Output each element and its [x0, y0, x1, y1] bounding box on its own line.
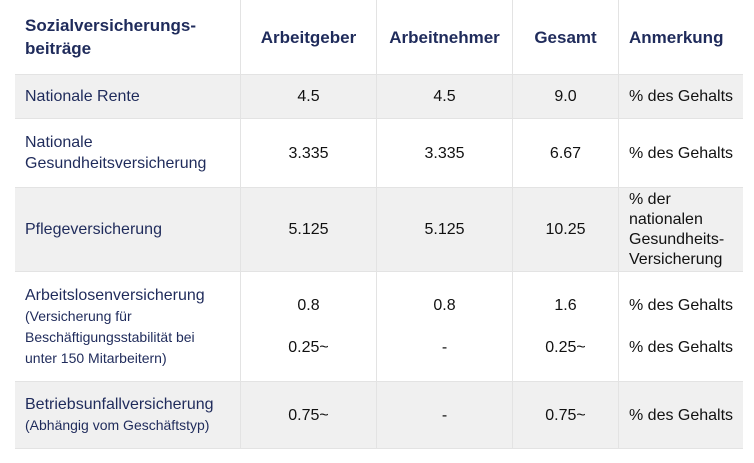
cell-accident-total: 0.75~ — [513, 382, 619, 449]
cell-care-note-line4: Versicherung — [629, 250, 723, 268]
header-total: Gesamt — [513, 0, 619, 75]
cell-pension-note: % des Gehalts — [619, 75, 743, 119]
cell-care-total: 10.25 — [513, 188, 619, 272]
header-insurance-type-line2: beiträge — [25, 39, 92, 58]
row-label-accident-sub: (Abhängig vom Geschäftstyp) — [25, 417, 210, 433]
header-employer: Arbeitgeber — [241, 0, 377, 75]
cell-care-note-line1: % der — [629, 190, 671, 208]
cell-accident-employer: 0.75~ — [241, 382, 377, 449]
cell-unemployment-total-1: 1.6 — [554, 297, 577, 314]
cell-unemployment-total: 1.6 0.25~ — [513, 272, 619, 382]
cell-health-note: % des Gehalts — [619, 119, 743, 188]
row-label-unemployment-sub1: (Versicherung für — [25, 307, 132, 324]
cell-care-note-line3: Gesundheits- — [629, 230, 725, 248]
row-label-health: Nationale Gesundheitsversicherung — [15, 119, 241, 188]
row-label-unemployment-title: Arbeitslosenversicherung — [25, 286, 205, 304]
cell-care-employer: 5.125 — [241, 188, 377, 272]
row-label-health-line2: Gesundheitsversicherung — [25, 155, 207, 172]
cell-unemployment-note-1: % des Gehalts — [629, 297, 734, 314]
cell-unemployment-employee-2: - — [441, 339, 448, 356]
header-employee: Arbeitnehmer — [377, 0, 513, 75]
cell-unemployment-employee-1: 0.8 — [433, 297, 456, 314]
row-label-pension: Nationale Rente — [15, 75, 241, 119]
social-insurance-table: Sozialversicherungs- beiträge Arbeitgebe… — [15, 0, 743, 449]
row-label-unemployment: Arbeitslosenversicherung (Versicherung f… — [15, 272, 241, 382]
cell-care-note: % der nationalen Gesundheits- Versicheru… — [619, 188, 743, 272]
cell-pension-employee: 4.5 — [377, 75, 513, 119]
cell-health-employer: 3.335 — [241, 119, 377, 188]
cell-unemployment-note-2: % des Gehalts — [629, 339, 734, 356]
row-label-unemployment-sub3: unter 150 Mitarbeitern) — [25, 349, 167, 366]
cell-care-note-line2: nationalen — [629, 210, 703, 228]
row-label-accident-title: Betriebsunfallversicherung — [25, 396, 214, 413]
cell-unemployment-employer: 0.8 0.25~ — [241, 272, 377, 382]
header-note: Anmerkung — [619, 0, 743, 75]
row-label-health-line1: Nationale — [25, 134, 93, 151]
cell-unemployment-employer-2: 0.25~ — [288, 339, 329, 356]
cell-health-employee: 3.335 — [377, 119, 513, 188]
row-label-unemployment-sub2: Beschäftigungsstabilität bei — [25, 328, 195, 345]
cell-accident-note: % des Gehalts — [619, 382, 743, 449]
cell-pension-total: 9.0 — [513, 75, 619, 119]
cell-pension-employer: 4.5 — [241, 75, 377, 119]
cell-unemployment-note: % des Gehalts % des Gehalts — [619, 272, 743, 382]
cell-accident-employee: - — [377, 382, 513, 449]
cell-unemployment-employer-1: 0.8 — [297, 297, 320, 314]
header-insurance-type: Sozialversicherungs- beiträge — [15, 0, 241, 75]
cell-unemployment-total-2: 0.25~ — [545, 339, 586, 356]
cell-health-total: 6.67 — [513, 119, 619, 188]
cell-care-employee: 5.125 — [377, 188, 513, 272]
cell-unemployment-employee: 0.8 - — [377, 272, 513, 382]
row-label-care: Pflegeversicherung — [15, 188, 241, 272]
header-insurance-type-line1: Sozialversicherungs- — [25, 16, 197, 35]
row-label-accident: Betriebsunfallversicherung (Abhängig vom… — [15, 382, 241, 449]
